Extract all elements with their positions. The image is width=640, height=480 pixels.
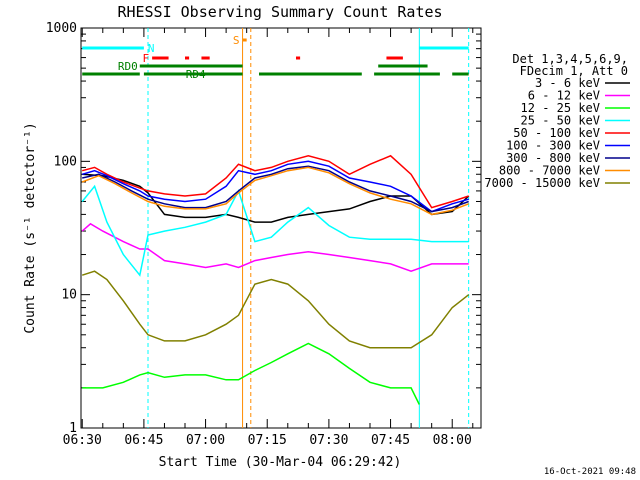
x-tick-label: 06:30 (63, 433, 102, 448)
x-tick-label: 07:00 (186, 433, 225, 448)
y-axis-label: Count Rate (s⁻¹ detector⁻¹) (23, 122, 38, 333)
x-tick-label: 07:15 (248, 433, 287, 448)
flag-label: RD4 (186, 68, 206, 81)
legend: Det 1,3,4,5,6,9,FDecim 1, Att 03 - 6 keV… (484, 52, 630, 190)
x-axis: 06:30 06:45 07:00 07:15 07:30 07:45 08:00 (63, 28, 474, 448)
series-line (82, 342, 420, 405)
legend-header: FDecim 1, Att 0 (520, 64, 628, 78)
legend-entry-label: 6 - 12 keV (528, 89, 600, 103)
series-line (81, 184, 469, 277)
chart-title: RHESSI Observing Summary Count Rates (117, 3, 442, 21)
y-tick-label: 10 (61, 288, 77, 303)
y-tick-label: 1000 (46, 21, 77, 36)
x-tick-label: 07:45 (371, 433, 410, 448)
y-tick-label: 1 (69, 421, 77, 436)
legend-entry-label: 800 - 7000 keV (499, 164, 600, 178)
legend-entry-label: 100 - 300 keV (506, 139, 600, 153)
series-line (81, 160, 469, 213)
flag-bars: N S F RD0 RD4 (82, 34, 469, 81)
flag-label: F (142, 52, 149, 65)
legend-entry-label: 50 - 100 keV (513, 126, 600, 140)
legend-entry-label: 7000 - 15000 keV (484, 176, 600, 190)
legend-entry-label: 12 - 25 keV (521, 101, 600, 115)
flag-label: S (233, 34, 240, 47)
series-line (81, 222, 469, 272)
legend-header: Det 1,3,4,5,6,9, (512, 52, 628, 66)
series-line (81, 270, 470, 349)
legend-entry-label: 25 - 50 keV (521, 114, 600, 128)
x-axis-label: Start Time (30-Mar-04 06:29:42) (159, 455, 402, 470)
vertical-markers (147, 28, 470, 428)
legend-entry-label: 3 - 6 keV (535, 76, 600, 90)
y-tick-label: 100 (54, 154, 77, 169)
x-tick-label: 08:00 (433, 433, 472, 448)
flag-label: N (148, 42, 155, 55)
flag-label: RD0 (118, 60, 138, 73)
footer-date: 16-Oct-2021 09:48 (544, 467, 636, 477)
series-line (81, 166, 469, 216)
series-line (82, 165, 469, 213)
legend-entry-label: 300 - 800 keV (506, 151, 600, 165)
series-lines (81, 154, 470, 405)
plot-frame (80, 27, 482, 429)
y-axis: 1 10 100 1000 (46, 21, 481, 436)
series-line (82, 154, 469, 209)
x-tick-label: 07:30 (309, 433, 348, 448)
x-tick-label: 06:45 (124, 433, 163, 448)
